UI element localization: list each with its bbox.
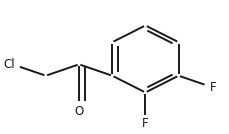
Text: O: O bbox=[74, 105, 84, 118]
Text: Cl: Cl bbox=[3, 58, 15, 71]
Text: F: F bbox=[142, 117, 149, 130]
Text: F: F bbox=[210, 81, 216, 94]
